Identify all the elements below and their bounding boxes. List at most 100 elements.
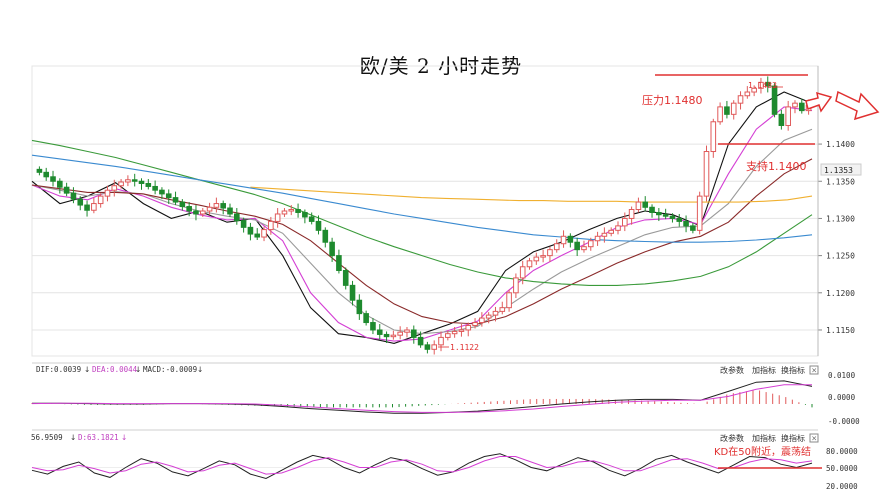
candle-bearish	[349, 284, 356, 301]
macd-label: MACD:-0.0009	[143, 365, 197, 374]
candle-bearish	[220, 203, 226, 209]
close-icon: ×	[811, 367, 817, 375]
candle-bearish	[138, 180, 145, 184]
candle-bullish	[540, 255, 546, 258]
candle-bearish	[131, 179, 138, 182]
candle-bearish	[227, 207, 233, 215]
moving-average-lines	[31, 91, 813, 344]
candle-bearish	[77, 198, 84, 206]
candle-bullish	[274, 213, 281, 222]
candle-bearish	[778, 113, 785, 126]
macd-y-tick-label: 0.0100	[828, 371, 856, 380]
candle-bullish	[499, 307, 506, 312]
candle-bullish	[445, 333, 451, 338]
candle-bullish	[628, 209, 635, 219]
candle-bullish	[125, 179, 131, 183]
candle-bearish	[417, 336, 424, 346]
down-arrow-icon: ↓	[70, 433, 76, 442]
y-tick-label: 1.1250	[826, 252, 855, 261]
candle-bearish	[247, 226, 254, 235]
candle-bullish	[458, 329, 465, 332]
candle-bullish	[479, 317, 485, 324]
macd-control-button: 改参数	[720, 365, 744, 375]
candle-bullish	[288, 209, 295, 212]
candle-bearish	[308, 216, 315, 222]
y-tick-label: 1.1300	[826, 214, 855, 223]
candle-bullish	[785, 106, 791, 126]
candle-bearish	[649, 206, 655, 213]
d-value-label: D:63.1821	[78, 433, 119, 442]
candle-bullish	[97, 195, 104, 205]
support-label: 支持1.1400	[746, 159, 807, 173]
candle-bullish	[737, 95, 744, 104]
high-price-label: 1.1483	[748, 81, 777, 90]
candle-bearish	[683, 220, 689, 227]
candle-bullish	[560, 235, 567, 245]
kd-annotation: KD在50附近，震荡结	[714, 445, 811, 458]
candle-bullish	[431, 344, 438, 350]
candle-bullish	[758, 81, 764, 89]
annotations: 压力1.1480 支持1.1400 1.1483 1.1122	[438, 74, 880, 352]
candle-bullish	[615, 225, 621, 231]
candle-bullish	[206, 206, 213, 212]
candle-bullish	[519, 266, 526, 279]
candle-bearish	[193, 210, 199, 215]
candle-bullish	[506, 292, 512, 309]
k-line	[31, 453, 813, 480]
d-line	[31, 456, 813, 475]
candle-bullish	[601, 232, 608, 237]
price-axis: 1.1400 1.1350 1.1300 1.1250 1.1200 1.1150 1.13…	[817, 66, 862, 356]
candle-bullish	[792, 102, 798, 108]
candle-bearish	[329, 241, 335, 257]
macd-control-button: 加指标	[752, 365, 776, 375]
candle-bearish	[376, 329, 383, 335]
kd-panel: 56.9509 ↓ D:63.1821 ↓ 改参数 加指标 换指标 × 80.0000 50.00…	[31, 429, 858, 491]
candle-bearish	[179, 201, 186, 208]
candle-bearish	[669, 215, 676, 219]
candle-bearish	[798, 102, 805, 112]
arrow-icon	[835, 90, 880, 121]
candle-bearish	[63, 186, 70, 194]
dif-label: DIF:0.0039	[36, 365, 81, 374]
candle-bearish	[240, 220, 247, 228]
candle-bullish	[397, 331, 403, 336]
candle-bearish	[724, 106, 730, 115]
close-icon	[809, 365, 819, 375]
candle-bullish	[199, 210, 206, 215]
candle-bearish	[356, 299, 363, 315]
candle-bullish	[581, 246, 587, 251]
macd-control-button: 换指标	[781, 365, 805, 375]
candle-bearish	[764, 81, 771, 87]
candle-bearish	[50, 176, 56, 182]
candle-bearish	[159, 189, 165, 195]
candle-bearish	[370, 322, 376, 331]
candle-bearish	[336, 255, 342, 271]
candle-bearish	[567, 235, 574, 243]
candle-bullish	[547, 249, 553, 257]
moving-average-line	[31, 128, 813, 335]
candle-bullish	[703, 151, 710, 197]
kd-y-tick-label: 80.0000	[826, 447, 858, 456]
candle-bullish	[465, 325, 472, 331]
kd-control-button: 换指标	[781, 433, 805, 443]
candle-bearish	[302, 211, 308, 218]
candle-bearish	[690, 225, 696, 231]
candle-bearish	[342, 269, 349, 286]
kd-control-button: 加指标	[752, 433, 776, 443]
moving-average-line	[31, 139, 813, 286]
candle-bearish	[771, 85, 778, 115]
candle-bullish	[492, 310, 499, 316]
candle-bearish	[363, 313, 369, 324]
down-arrow-icon: ↓	[135, 365, 141, 374]
macd-panel: DIF:0.0039 ↓ DEA:0.0044↓ MACD:-0.0009 ↓ 改参数 加指…	[31, 362, 860, 426]
candle-bearish	[410, 329, 417, 338]
grid-lines	[31, 65, 819, 357]
candle-bullish	[526, 260, 533, 268]
candle-bearish	[383, 333, 390, 338]
dea-label: DEA:0.0044	[92, 365, 138, 374]
candle-bullish	[104, 189, 111, 197]
kd-y-tick-label: 50.0000	[826, 464, 858, 473]
candle-bullish	[111, 185, 118, 191]
